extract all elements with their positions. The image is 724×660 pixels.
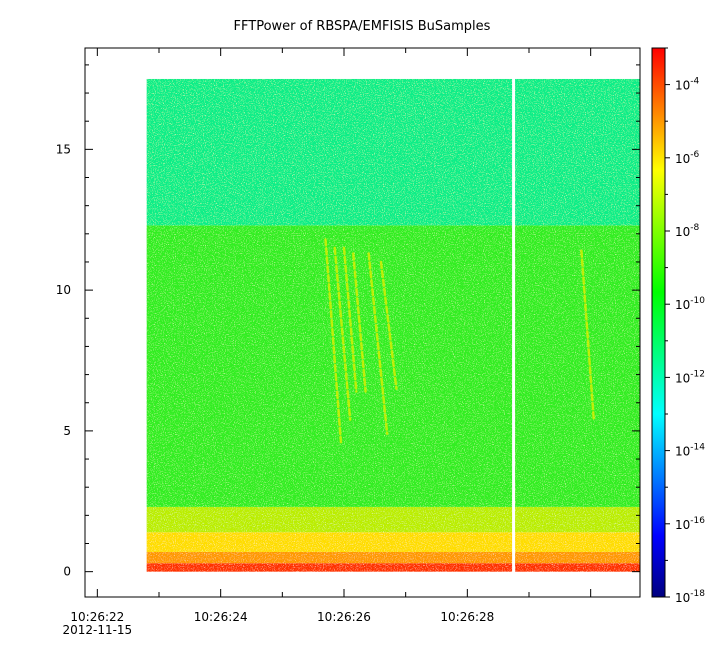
wave-streak-3 xyxy=(352,252,367,393)
colorbar-tick-base: 10 xyxy=(675,152,690,166)
y-tick-label: 15 xyxy=(56,142,71,156)
x-tick-label: 10:26:26 xyxy=(317,610,371,624)
colorbar-tick-label: 10-10 xyxy=(675,296,705,312)
x-tick-label: 10:26:22 xyxy=(70,610,124,624)
x-tick-sublabel: 2012-11-15 xyxy=(62,623,132,637)
colorbar-tick-base: 10 xyxy=(675,371,690,385)
y-tick-label: 10 xyxy=(56,283,71,297)
spectrogram-band-1 xyxy=(146,551,640,564)
spectrogram-band-2 xyxy=(146,532,640,552)
wave-streak-0 xyxy=(324,238,343,444)
plot-frame xyxy=(84,47,641,598)
colorbar-tick-base: 10 xyxy=(675,445,690,459)
colorbar-tick-label: 10-16 xyxy=(675,516,705,532)
data-gap xyxy=(512,77,516,573)
colorbar-tick-exponent: -8 xyxy=(690,223,699,233)
colorbar-tick-label: 10-14 xyxy=(675,443,705,459)
colorbar-tick-base: 10 xyxy=(675,518,690,532)
y-tick-label: 0 xyxy=(63,565,71,579)
colorbar-tick-exponent: -18 xyxy=(690,589,705,599)
colorbar-tick-label: 10-12 xyxy=(675,369,705,385)
colorbar-tick-exponent: -12 xyxy=(690,369,705,379)
colorbar-tick-label: 10-18 xyxy=(675,589,705,605)
colorbar-tick-exponent: -14 xyxy=(690,443,705,453)
colorbar-tick-label: 10-6 xyxy=(675,150,700,166)
spectrogram-bands xyxy=(146,78,640,572)
colorbar-gradient xyxy=(651,47,666,598)
spectrogram-band-0 xyxy=(146,563,640,572)
y-axis: 0 5 10 15 xyxy=(56,64,640,579)
colorbar-tick-exponent: -4 xyxy=(690,77,699,87)
spectrogram-band-5 xyxy=(146,78,640,226)
colorbar-tick-base: 10 xyxy=(675,79,690,93)
colorbar-tick-label: 10-8 xyxy=(675,223,700,239)
spectrogram-band-3 xyxy=(146,506,640,533)
y-tick-label: 5 xyxy=(63,424,71,438)
plot-area xyxy=(146,77,640,573)
x-tick-label: 10:26:24 xyxy=(194,610,248,624)
colorbar-tick-label: 10-4 xyxy=(675,77,700,93)
colorbar-tick-exponent: -6 xyxy=(690,150,699,160)
chart-title: FFTPower of RBSPA/EMFISIS BuSamples xyxy=(234,19,491,34)
colorbar-tick-base: 10 xyxy=(675,591,690,605)
wave-streak-5 xyxy=(379,260,398,390)
colorbar-tick-exponent: -10 xyxy=(690,296,705,306)
wave-streak-1 xyxy=(333,246,352,421)
wave-streak-2 xyxy=(342,246,358,393)
colorbar-tick-base: 10 xyxy=(675,225,690,239)
wave-streak-4 xyxy=(367,252,389,435)
colorbar-tick-exponent: -16 xyxy=(690,516,705,526)
colorbar-tick-base: 10 xyxy=(675,298,690,312)
x-tick-label: 10:26:28 xyxy=(440,610,494,624)
wave-streak-6 xyxy=(580,249,595,421)
spectrogram-streaks xyxy=(324,238,595,444)
